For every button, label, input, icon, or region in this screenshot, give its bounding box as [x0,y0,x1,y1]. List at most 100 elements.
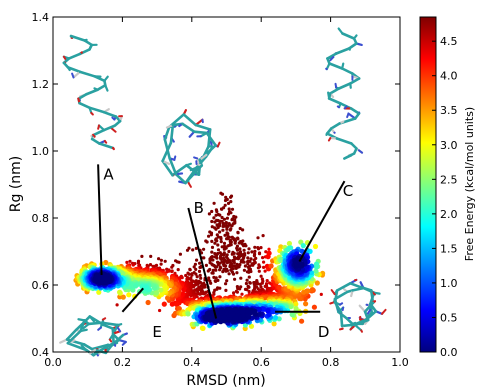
data-point [195,275,199,279]
data-point [286,240,292,247]
data-point [224,221,228,225]
data-point [232,260,236,265]
data-point [221,228,225,232]
data-point [170,269,174,274]
data-point [215,209,219,214]
data-point [194,272,198,276]
data-point [267,247,271,251]
structure-inset-d [329,278,387,333]
data-point [228,228,232,232]
data-point [206,269,210,273]
data-point [204,310,210,317]
axis-ticks: 0.0 0.2 0.4 0.6 0.8 1.0 0.4 0.6 0.8 1.0 1.2 1.4 [32,11,409,369]
data-point [244,281,248,286]
structure-inset-e [59,315,128,357]
data-point [212,201,216,205]
data-point [226,232,230,236]
data-point [166,281,172,287]
data-point [211,258,215,262]
data-point [229,211,233,215]
data-point [213,288,217,292]
data-point [265,308,271,314]
data-point [222,206,226,210]
data-point [230,311,236,317]
data-point [165,270,169,274]
data-point [218,224,222,228]
data-point [198,265,202,269]
data-point [265,279,269,283]
data-point [220,192,225,196]
data-point [188,293,192,297]
data-point [224,246,228,250]
data-point [216,248,221,252]
data-point [213,241,217,245]
data-point [259,285,263,289]
y-tick-label: 0.4 [32,346,50,359]
colorbar-tick-label: 2.0 [440,208,458,221]
annotation-label-c: C [343,182,353,200]
data-point [242,260,246,264]
data-point [105,274,112,280]
data-point [247,289,251,294]
data-point [125,260,129,264]
colorbar-tick-label: 0.0 [440,346,458,359]
data-point [194,246,198,250]
data-point [191,248,195,252]
data-point [179,275,183,279]
data-point [225,279,229,283]
data-point [229,243,233,247]
data-point [253,252,257,256]
data-point [224,269,228,273]
colorbar-tick-label: 3.5 [440,104,458,117]
data-point [247,247,251,251]
data-point [233,221,237,225]
data-point [257,269,261,273]
y-tick-label: 1.2 [32,78,50,91]
data-point [226,201,231,205]
data-point [133,283,139,289]
data-point [207,278,211,282]
structure-insets [59,27,387,357]
data-point [232,251,236,255]
data-point [243,253,247,257]
data-point [210,225,214,229]
data-point [158,308,162,313]
data-point [205,240,209,244]
data-point [175,260,179,264]
data-point [193,262,197,266]
data-point [256,236,260,240]
data-point [234,315,240,321]
data-point [240,292,244,296]
data-point [239,276,243,280]
x-tick-label: 0.2 [114,356,132,369]
data-point [238,287,242,291]
data-point [149,254,153,258]
data-point [210,271,214,275]
data-point [309,287,315,293]
y-tick-label: 0.6 [32,279,50,292]
data-point [159,258,163,262]
data-point [216,260,220,264]
data-point [210,219,214,224]
data-point [263,269,267,273]
data-point [233,277,237,281]
data-point [195,295,199,299]
data-point [259,246,263,250]
data-point [210,245,215,249]
data-point [198,292,202,296]
data-point [222,264,226,268]
data-point [238,226,242,231]
data-point [300,243,306,249]
data-point [103,259,109,266]
data-point [289,311,295,318]
data-point [222,224,226,228]
data-point [261,234,265,238]
data-point [231,267,235,271]
data-point [195,258,199,262]
data-point [242,268,246,272]
data-point [214,268,218,272]
data-point [297,295,303,302]
data-point [256,282,260,286]
data-point [212,275,216,279]
data-point [238,247,242,251]
